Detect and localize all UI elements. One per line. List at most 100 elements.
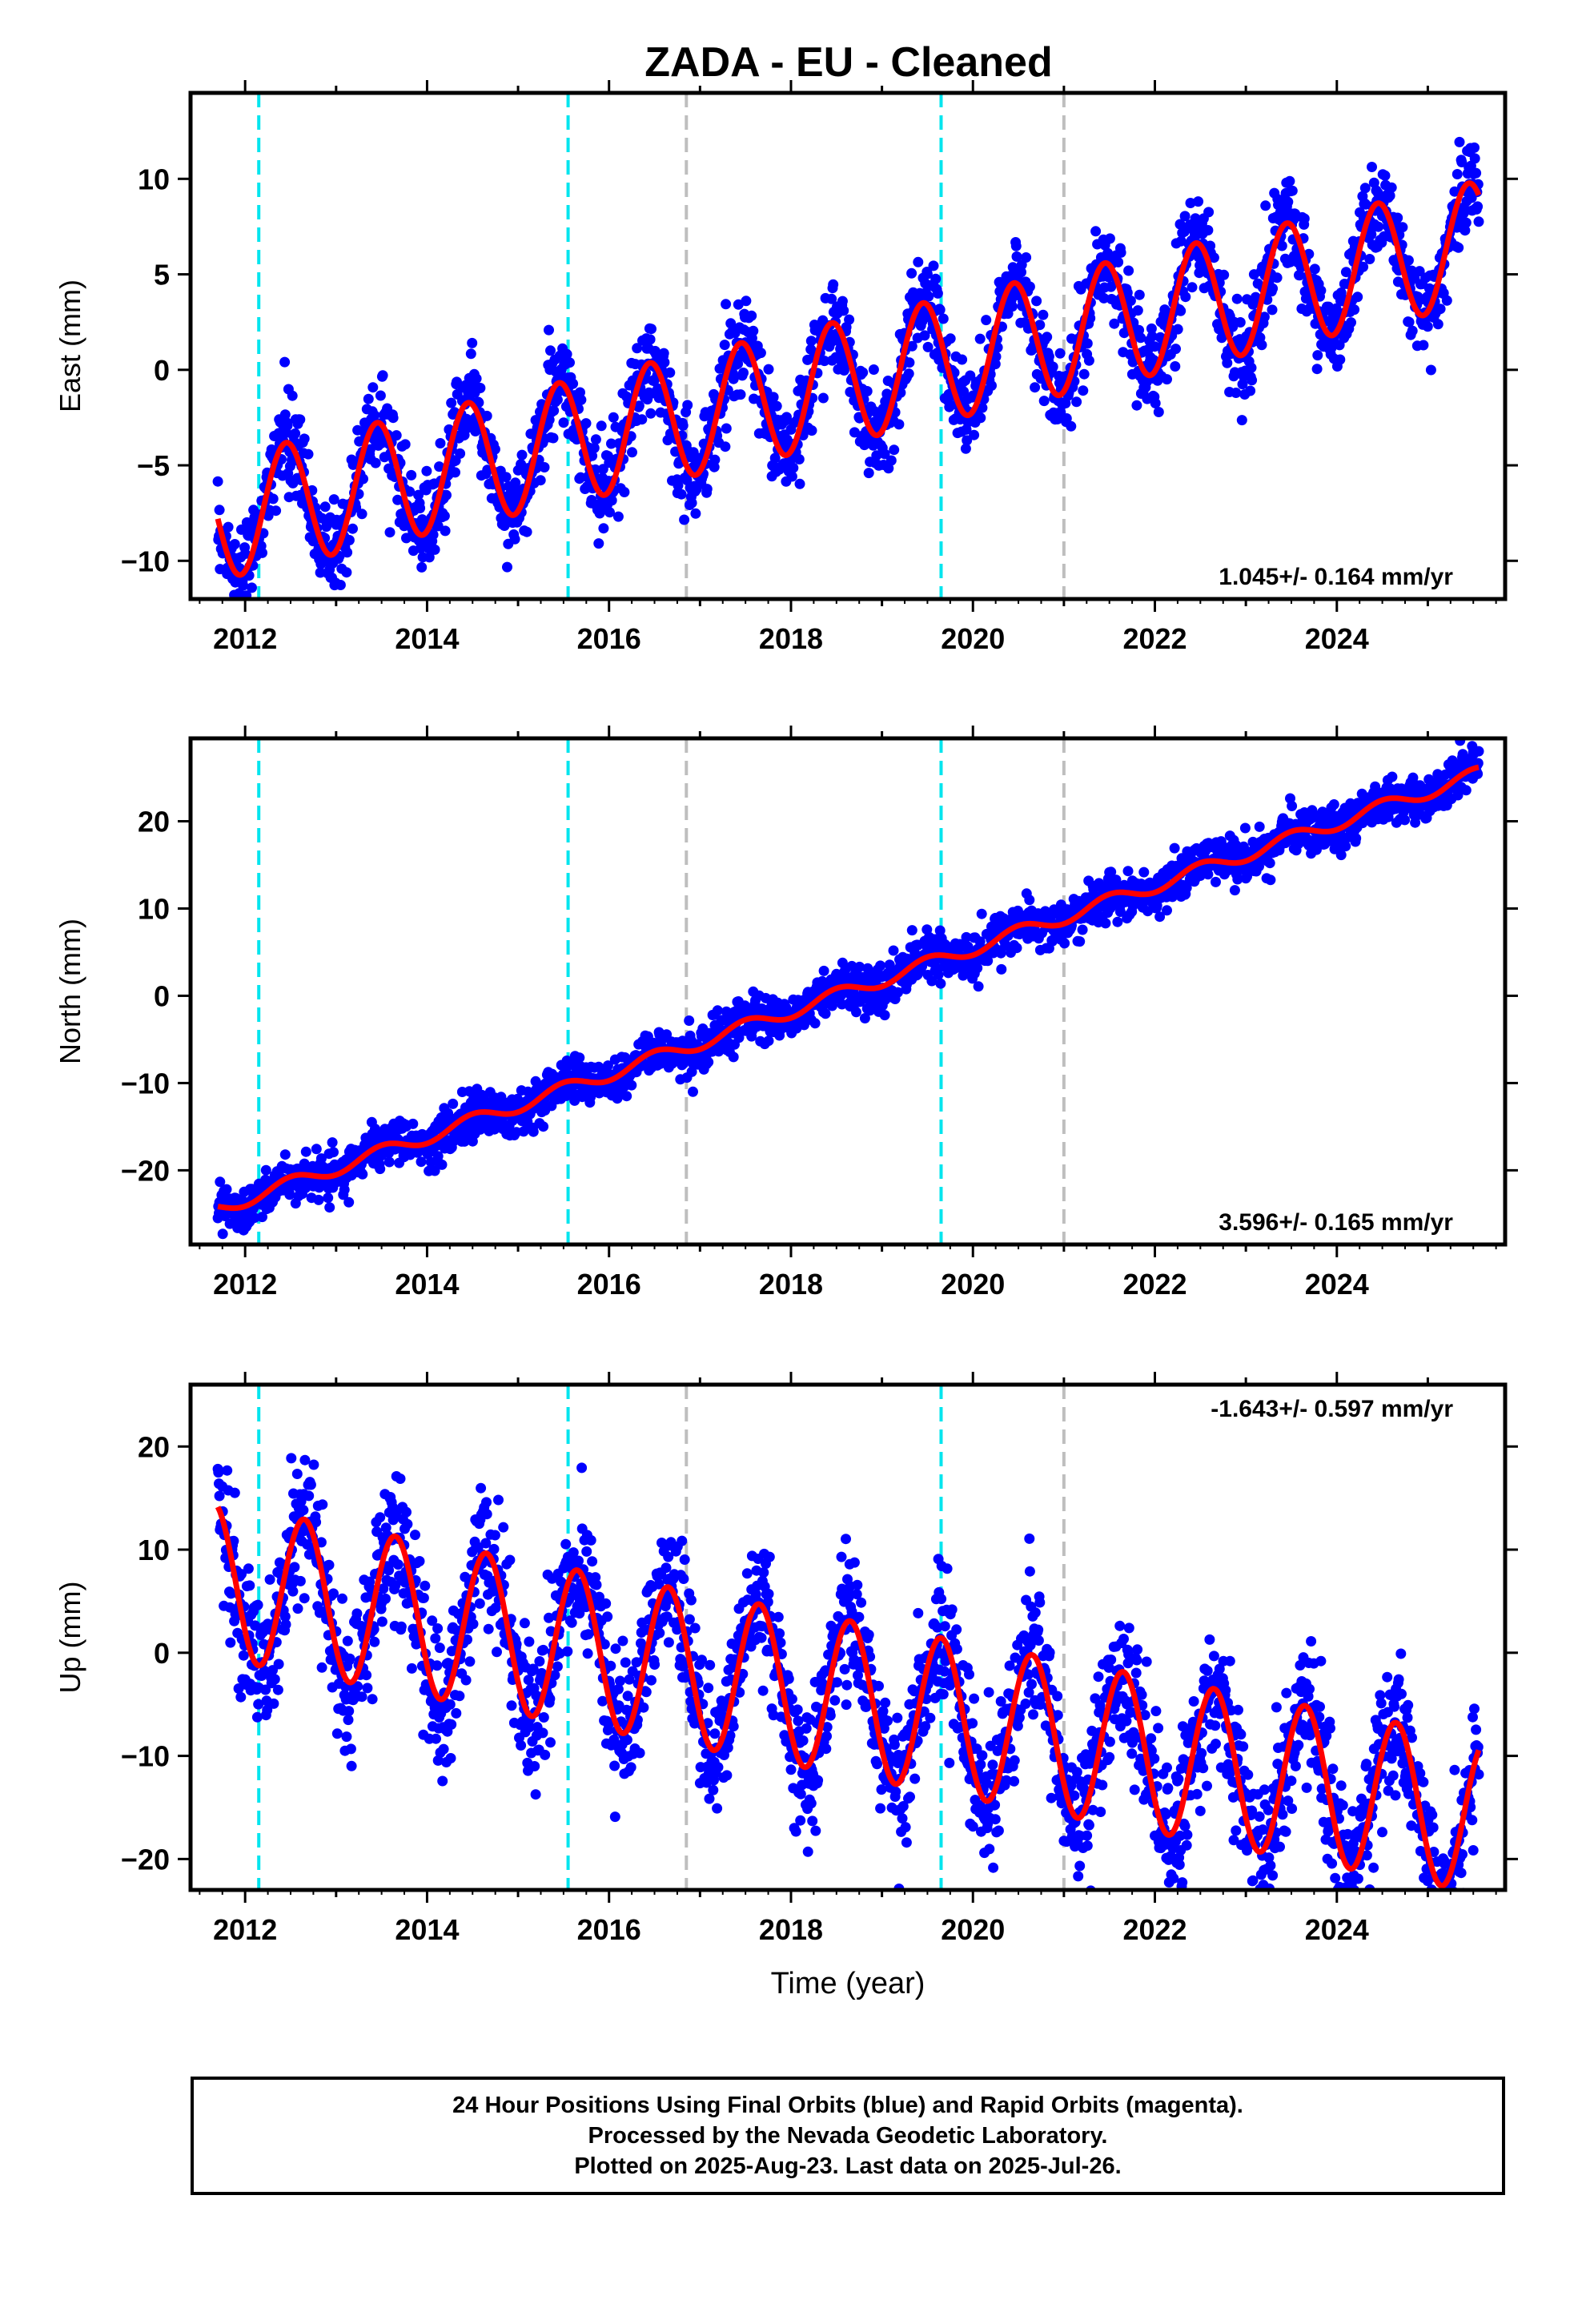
data-point	[826, 1000, 837, 1011]
data-point	[868, 364, 879, 375]
data-point	[1352, 292, 1363, 303]
data-point	[341, 567, 352, 578]
data-point	[298, 1505, 309, 1516]
data-point	[748, 325, 759, 336]
data-point	[1071, 396, 1082, 408]
data-point	[1170, 361, 1181, 372]
data-point	[212, 476, 223, 487]
data-point	[735, 389, 746, 400]
data-point	[287, 390, 298, 401]
data-point	[1469, 153, 1480, 164]
data-point	[1246, 362, 1257, 373]
data-point	[1271, 272, 1283, 283]
data-point	[1211, 876, 1221, 887]
x-tick-label: 2012	[213, 622, 277, 655]
data-point	[1471, 167, 1482, 179]
data-point	[976, 908, 987, 919]
data-point	[851, 1007, 861, 1018]
north-panel: 2012 2014 2016 2018 2020 2022 2024−20−1001020N…	[54, 726, 1518, 1301]
data-point	[709, 454, 721, 465]
y-tick-label: −5	[137, 449, 170, 482]
data-point	[273, 1659, 284, 1670]
data-point	[590, 434, 601, 445]
data-point	[1335, 850, 1347, 861]
data-point	[552, 394, 563, 405]
data-point	[889, 444, 900, 456]
data-point	[1452, 169, 1463, 179]
rate-annotation: 1.045+/- 0.164 mm/yr	[1219, 564, 1453, 590]
data-point	[854, 961, 865, 972]
data-point	[1203, 225, 1214, 235]
data-point	[1162, 905, 1172, 916]
data-point	[1418, 340, 1429, 351]
data-point	[1254, 821, 1265, 832]
data-point	[990, 351, 1002, 362]
data-point	[676, 489, 687, 500]
y-tick-label: 20	[138, 806, 170, 838]
data-point	[299, 1454, 311, 1466]
data-point	[1449, 186, 1460, 197]
data-point	[659, 357, 670, 368]
data-point	[677, 420, 689, 431]
data-point	[957, 354, 968, 365]
data-point	[721, 423, 732, 434]
y-axis-label: East (mm)	[54, 279, 86, 412]
data-point	[969, 429, 980, 440]
data-point	[818, 965, 829, 976]
data-point	[826, 293, 837, 304]
data-point	[436, 1159, 448, 1170]
data-point	[496, 1092, 507, 1103]
data-point	[1195, 870, 1206, 881]
data-point	[769, 452, 781, 464]
data-point	[384, 527, 396, 538]
data-point	[786, 471, 797, 482]
data-point	[593, 538, 604, 549]
data-point	[846, 960, 857, 971]
data-point	[725, 318, 737, 329]
data-point	[1311, 844, 1322, 855]
data-point	[313, 1194, 324, 1205]
data-point	[933, 969, 944, 980]
data-point	[720, 441, 731, 452]
data-point	[913, 256, 924, 267]
data-point	[633, 400, 644, 412]
data-point	[938, 313, 949, 324]
data-point	[1153, 407, 1164, 417]
x-tick-label: 2022	[1122, 1268, 1186, 1301]
data-point	[1024, 281, 1035, 292]
data-point	[387, 412, 399, 424]
data-point	[574, 1052, 585, 1063]
data-point	[521, 526, 532, 537]
data-point	[935, 978, 946, 989]
data-point	[343, 1196, 355, 1208]
data-point	[471, 373, 482, 384]
data-point	[475, 383, 486, 393]
data-point	[291, 1469, 303, 1479]
data-point	[932, 287, 943, 299]
data-point	[1021, 252, 1032, 263]
data-point	[1245, 385, 1256, 396]
data-point	[241, 590, 252, 599]
data-point	[489, 444, 500, 455]
data-point	[962, 435, 973, 446]
data-point	[1359, 183, 1371, 194]
data-point	[1150, 341, 1160, 352]
data-point	[763, 1035, 774, 1047]
data-point	[1125, 296, 1136, 306]
data-point	[1123, 265, 1134, 276]
data-point	[1340, 267, 1351, 278]
data-point	[1235, 317, 1246, 328]
data-point	[781, 412, 792, 423]
data-point	[232, 605, 243, 616]
data-point	[1208, 252, 1219, 263]
data-point	[1366, 229, 1377, 240]
data-point	[958, 970, 969, 981]
data-point	[1166, 891, 1178, 903]
data-point	[544, 324, 554, 336]
data-point	[588, 442, 600, 453]
data-point	[965, 370, 976, 381]
data-point	[828, 279, 839, 290]
data-point	[450, 467, 460, 478]
data-point	[1222, 357, 1233, 368]
data-point	[684, 1015, 695, 1026]
